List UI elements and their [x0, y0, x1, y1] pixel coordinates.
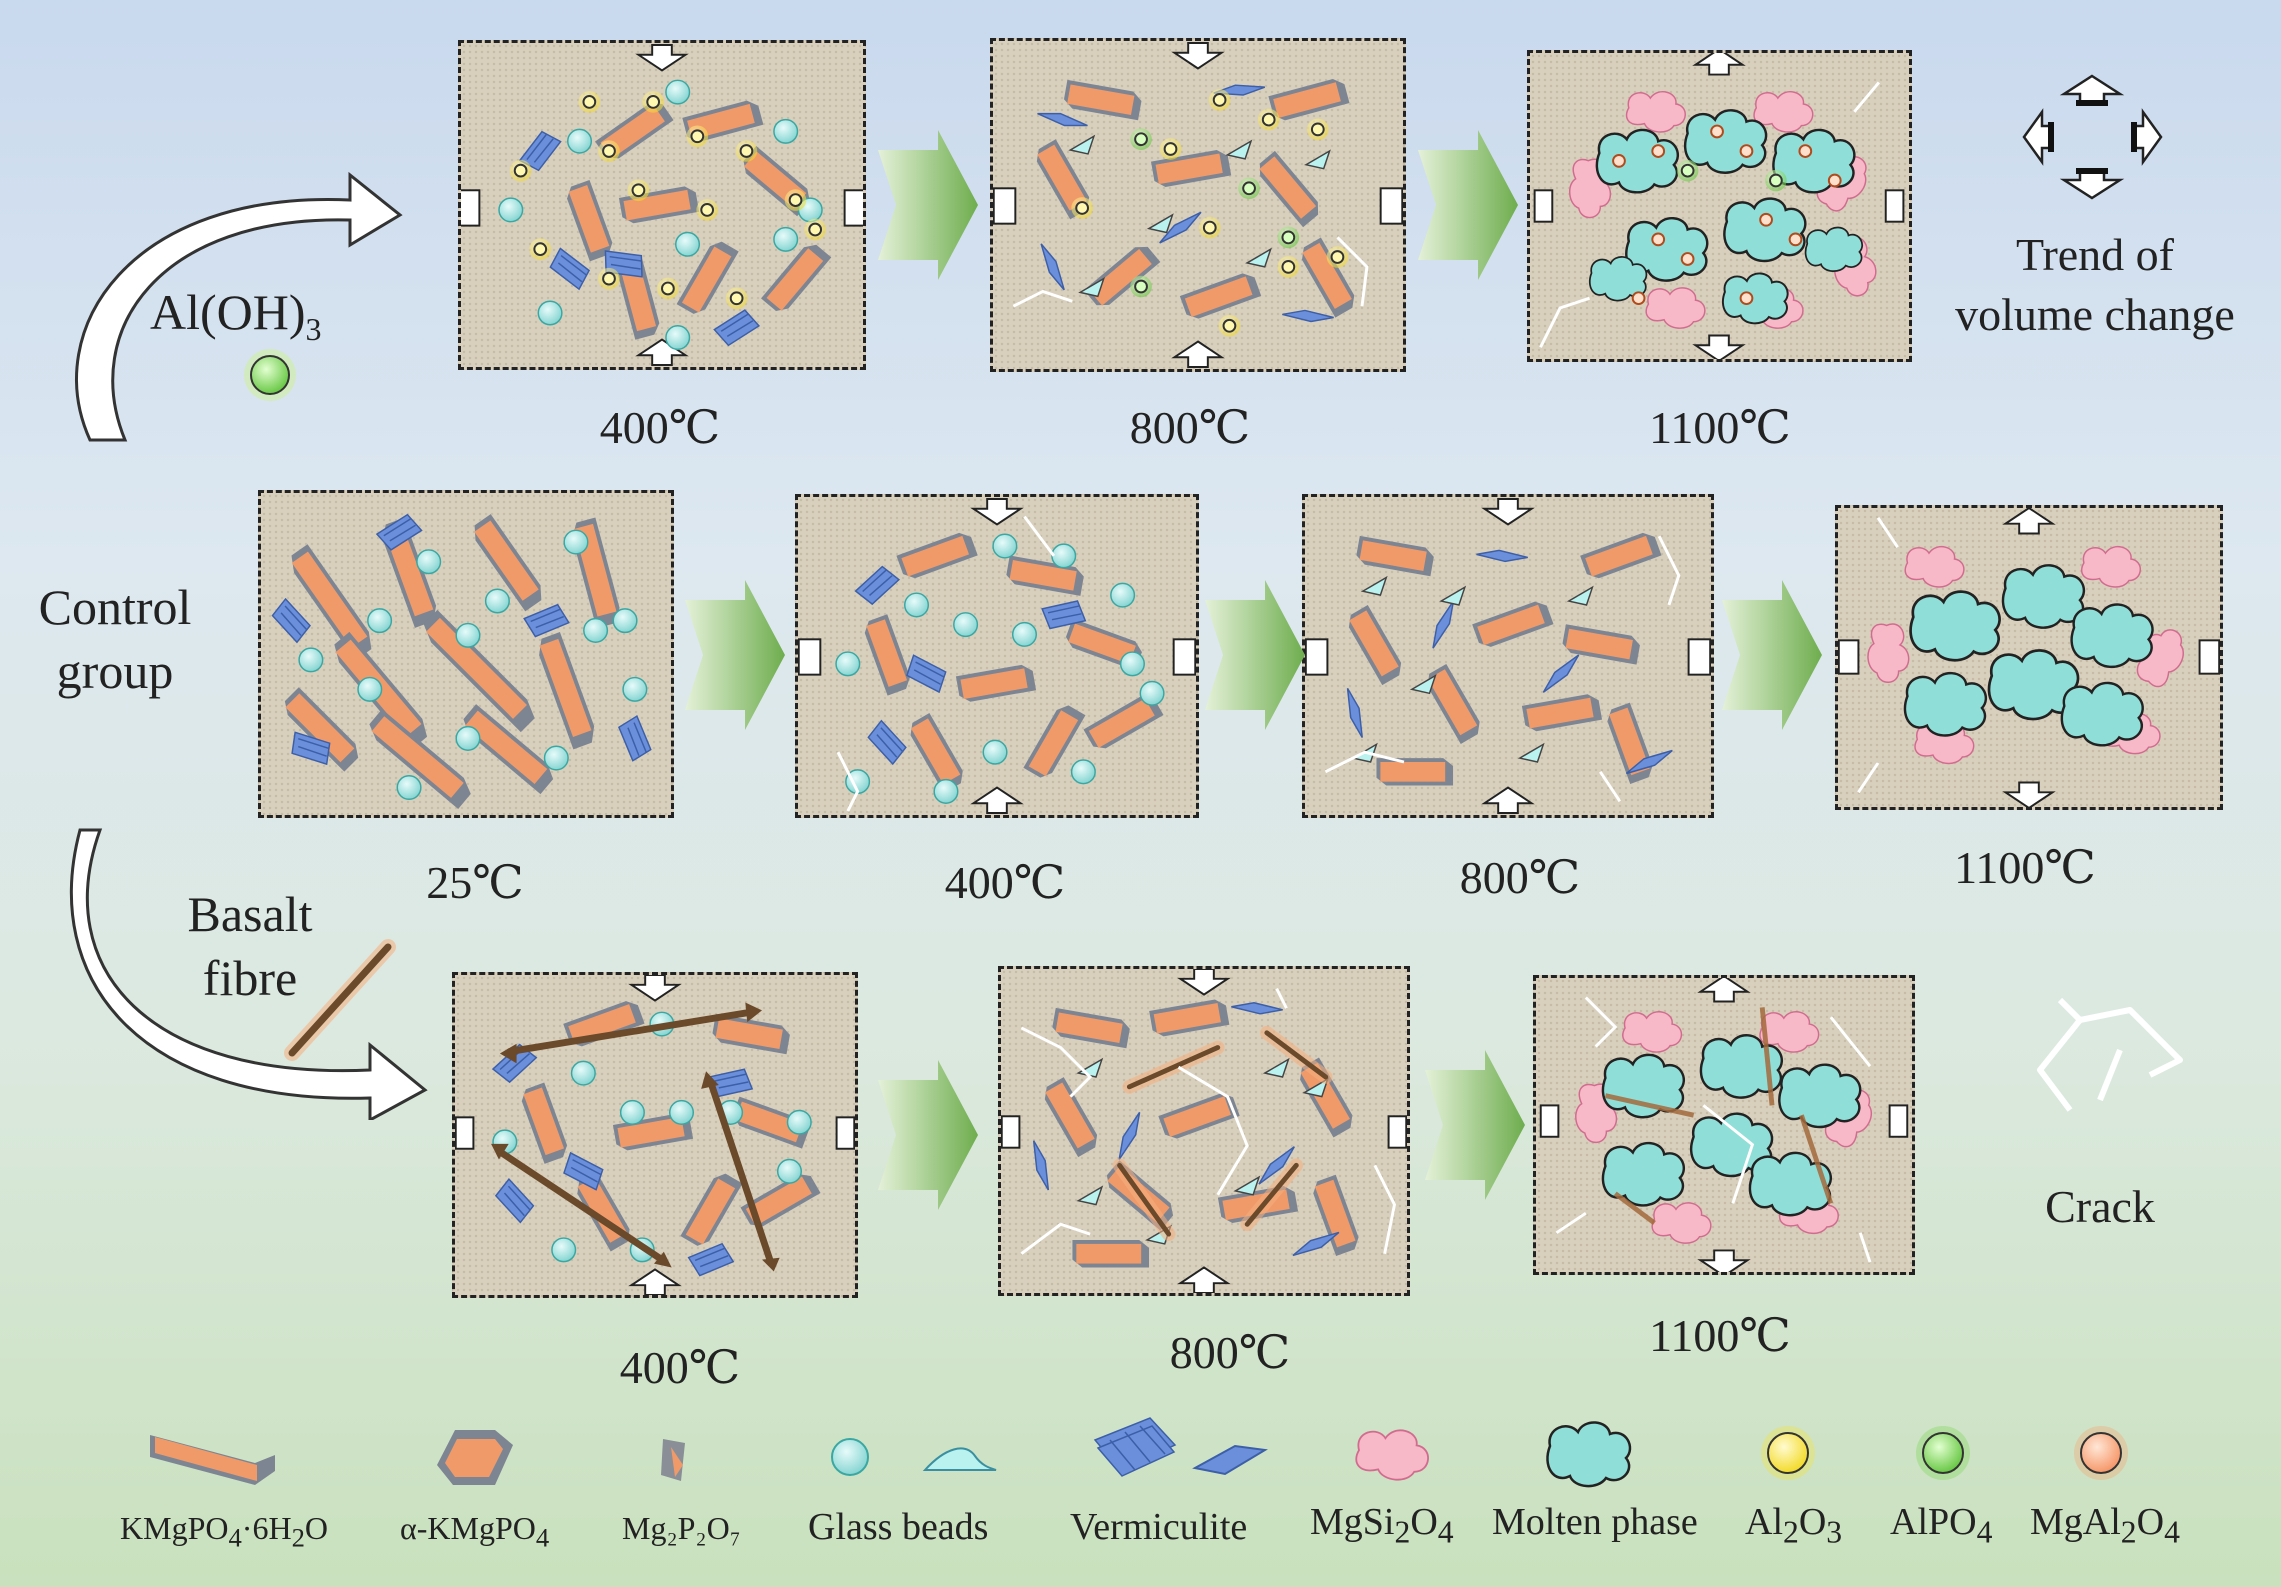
legend-glass-beads-label: Glass beads — [808, 1506, 989, 1548]
legend-mg2p2o7-icon — [661, 1439, 685, 1481]
temp-control-25: 25℃ — [426, 857, 524, 908]
crack-label: Crack — [2045, 1181, 2155, 1232]
legend-kmgpo-hydrate-label: KMgPO4·6H2O — [120, 1510, 328, 1553]
panel-control-400 — [795, 494, 1199, 818]
legend-vermiculite-label: Vermiculite — [1070, 1506, 1248, 1548]
temp-aluminium-400: 400℃ — [599, 402, 721, 453]
panel-aluminium-800 — [990, 38, 1406, 372]
panel-control-800 — [1302, 494, 1714, 818]
legend-molten-phase-label: Molten phase — [1492, 1501, 1698, 1543]
process-arrow-basalt-1 — [878, 1060, 978, 1210]
legend-alpha-kmgpo-label: α-KMgPO4 — [400, 1510, 550, 1553]
al-oh3-particle-icon — [244, 349, 296, 401]
bottom-curved-arrow — [70, 828, 428, 1120]
legend-vermiculite-icon — [1093, 1417, 1177, 1477]
legend-glass-shard-icon — [922, 1447, 997, 1471]
temp-control-800: 800℃ — [1459, 852, 1581, 903]
process-arrow-control-3 — [1722, 580, 1822, 730]
control-group-label: Control group — [38, 579, 192, 699]
panel-basalt-1100 — [1533, 975, 1915, 1275]
process-arrow-aluminium-1 — [878, 130, 978, 280]
volume-change-label: Trend of volume change — [1955, 229, 2235, 340]
legend-glass-bead-icon — [831, 1438, 869, 1476]
legend-alpha-kmgpo-icon — [437, 1430, 513, 1485]
panel-control-1100 — [1835, 505, 2223, 810]
panel-basalt-400 — [452, 972, 858, 1298]
basalt-fibre-label: Basalt fibre — [187, 886, 313, 1006]
legend-mgsi-label: MgSi2O4 — [1310, 1501, 1454, 1550]
basalt-fibre-icon — [284, 939, 396, 1061]
temp-basalt-400: 400℃ — [619, 1342, 741, 1393]
process-arrow-basalt-2 — [1425, 1050, 1525, 1200]
volume-change-icon — [2022, 74, 2163, 200]
panel-aluminium-400 — [458, 40, 866, 370]
legend-vermiculite-flake-icon — [1192, 1444, 1268, 1476]
temp-aluminium-800: 800℃ — [1129, 402, 1251, 453]
temp-aluminium-1100: 1100℃ — [1649, 402, 1791, 453]
process-arrow-aluminium-2 — [1418, 130, 1518, 280]
process-arrow-control-2 — [1205, 580, 1305, 730]
temp-basalt-1100: 1100℃ — [1649, 1310, 1791, 1361]
legend-alpo4-label: AlPO4 — [1890, 1501, 1993, 1550]
temp-control-400: 400℃ — [944, 857, 1066, 908]
panel-control-25 — [258, 490, 674, 818]
legend-kmgpo-hydrate-icon — [150, 1435, 275, 1485]
panel-aluminium-1100 — [1527, 50, 1912, 362]
temp-control-1100: 1100℃ — [1954, 842, 2096, 893]
legend-mgal2o4-label: MgAl2O4 — [2030, 1501, 2180, 1550]
panel-basalt-800 — [998, 966, 1410, 1296]
legend-al2o3-icon — [1761, 1426, 1815, 1480]
temp-basalt-800: 800℃ — [1169, 1327, 1291, 1378]
process-arrow-control-1 — [685, 580, 785, 730]
legend-al2o3-label: Al2O3 — [1745, 1501, 1843, 1550]
crack-icon — [2037, 997, 2183, 1112]
legend-molten-phase-icon — [1546, 1421, 1632, 1488]
legend-mgsi-icon — [1355, 1429, 1429, 1481]
legend-mg2p2o7-label: Mg₂P₂O₇ — [622, 1510, 741, 1546]
legend-mgal2o4-icon — [2074, 1426, 2128, 1480]
legend-alpo4-icon — [1916, 1426, 1970, 1480]
top-curved-arrow — [75, 171, 403, 442]
aluminium-additive-label: Al(OH)3 — [150, 284, 322, 347]
